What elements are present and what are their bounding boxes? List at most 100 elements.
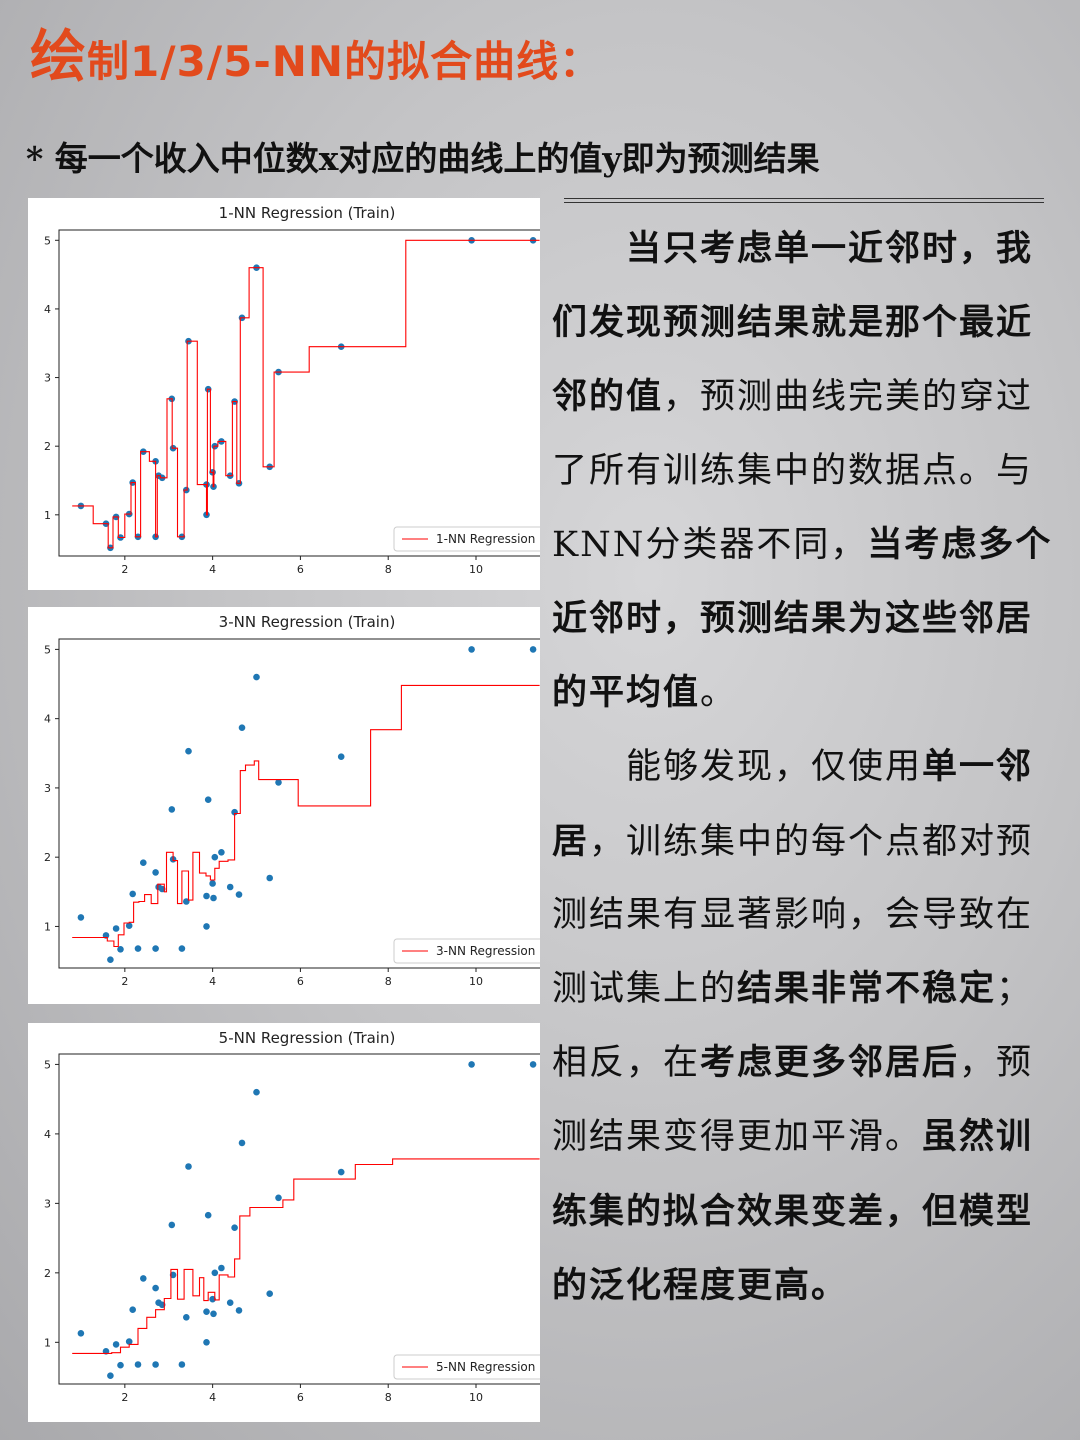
article-segment: ，预测结果变得更加平滑。 <box>552 1043 1034 1158</box>
x-tick-label: 10 <box>469 563 483 576</box>
data-point <box>169 1271 177 1279</box>
data-point <box>468 1061 475 1068</box>
data-point <box>168 1221 176 1229</box>
data-point <box>238 724 246 731</box>
data-point <box>226 1299 234 1306</box>
data-point <box>140 859 147 866</box>
y-tick-label: 4 <box>44 303 51 316</box>
data-point <box>218 1264 225 1272</box>
x-tick-label: 2 <box>121 563 128 576</box>
data-point <box>152 869 159 876</box>
x-tick-label: 8 <box>385 975 392 988</box>
data-point <box>129 890 136 898</box>
data-point <box>185 747 192 755</box>
data-points <box>77 1061 537 1379</box>
separator-line <box>564 198 1044 203</box>
data-point <box>203 892 210 900</box>
data-point <box>210 1310 217 1318</box>
data-point <box>235 891 243 898</box>
data-point <box>211 1269 219 1277</box>
y-tick-label: 3 <box>44 782 51 795</box>
data-point <box>266 874 273 882</box>
legend-box <box>393 526 540 552</box>
article-bold-segment: 结果非常不稳定 <box>737 968 997 1010</box>
x-tick-label: 6 <box>297 1391 304 1404</box>
data-point <box>468 646 475 653</box>
data-point <box>168 806 176 813</box>
y-tick-label: 4 <box>44 1128 51 1141</box>
data-point <box>203 1339 210 1346</box>
data-point <box>210 894 217 902</box>
article-segment: 。 <box>700 673 738 714</box>
data-point <box>152 1361 159 1368</box>
y-tick-label: 5 <box>44 1058 51 1071</box>
data-point <box>125 1338 133 1345</box>
x-tick-label: 8 <box>385 1391 392 1404</box>
y-tick-label: 5 <box>44 234 51 247</box>
y-tick-label: 2 <box>44 440 51 453</box>
data-point <box>125 922 133 929</box>
data-point <box>112 1341 120 1348</box>
x-tick-label: 4 <box>209 563 216 576</box>
x-tick-label: 4 <box>209 975 216 988</box>
data-point <box>117 1361 124 1369</box>
data-point <box>183 1314 190 1321</box>
data-point <box>117 946 124 953</box>
data-point <box>203 923 210 930</box>
y-tick-label: 1 <box>44 920 51 933</box>
x-tick-label: 6 <box>297 563 304 576</box>
data-point <box>275 779 282 786</box>
article-bold-segment: 当只考虑单一近邻时，我们发现预测结果就是那个最近邻的值 <box>552 228 1034 418</box>
axes-frame <box>58 229 540 557</box>
y-tick-label: 1 <box>44 509 51 522</box>
x-tick-label: 2 <box>121 975 128 988</box>
page-subtitle: * 每一个收入中位数x对应的曲线上的值y即为预测结果 <box>26 139 820 178</box>
data-point <box>204 1211 212 1219</box>
data-point <box>185 1163 192 1170</box>
data-point <box>112 925 120 932</box>
article-bold-segment: 考虑更多邻居后 <box>700 1042 960 1084</box>
article-paragraph: 当只考虑单一近邻时，我们发现预测结果就是那个最近邻的值，预测曲线完美的穿过了所有… <box>552 212 1062 730</box>
chart-title: 5-NN Regression (Train) <box>219 1029 396 1047</box>
data-point <box>218 849 225 856</box>
article-text: 当只考虑单一近邻时，我们发现预测结果就是那个最近邻的值，预测曲线完美的穿过了所有… <box>552 212 1062 1323</box>
data-point <box>140 1275 147 1282</box>
data-point <box>178 1361 186 1368</box>
data-point <box>77 914 85 921</box>
data-point <box>129 1306 136 1313</box>
data-point <box>107 1372 114 1379</box>
regression-line <box>72 239 540 549</box>
title-rest: 制1/3/5-NN的拟合曲线： <box>87 37 603 86</box>
data-point <box>253 673 260 681</box>
data-point <box>134 945 142 952</box>
x-tick-label: 2 <box>121 1391 128 1404</box>
data-point <box>203 1308 210 1315</box>
legend-box <box>393 1354 540 1380</box>
article-segment: ，训练集中的每个点都对预测结果有显著影响，会导致在测试集上的 <box>552 821 1034 1010</box>
data-points <box>77 646 537 963</box>
title-first-char: 绘 <box>30 25 87 90</box>
data-point <box>253 1088 260 1096</box>
data-point <box>211 853 219 861</box>
axes-frame <box>58 638 540 969</box>
axes-frame <box>58 1053 540 1385</box>
article-segment: ，预测曲线完美的穿过了所有训练集中的数据点。与KNN分类器不同， <box>552 377 1034 565</box>
page-title: 绘制1/3/5-NN的拟合曲线： <box>30 18 602 98</box>
data-point <box>275 1194 282 1202</box>
y-tick-label: 5 <box>44 643 51 656</box>
chart-panel-3nn: 3-NN Regression (Train) 2 4 6 8 10 1 2 3 4 5 3-NN R… <box>28 607 540 1004</box>
regression-line <box>72 684 540 948</box>
data-point <box>178 945 186 952</box>
data-point <box>209 880 216 887</box>
data-point <box>152 945 159 952</box>
legend-box <box>393 938 540 964</box>
article-bold-segment: 单一邻居 <box>552 746 1034 862</box>
chart-panel-5nn: 5-NN Regression (Train) 2 4 6 8 10 1 2 3 4 5 5-NN R… <box>28 1023 540 1422</box>
article-segment: ；相反，在 <box>552 969 1034 1084</box>
y-tick-label: 3 <box>44 1197 51 1210</box>
data-point <box>77 1330 85 1337</box>
legend-label: 1-NN Regression <box>436 532 535 546</box>
